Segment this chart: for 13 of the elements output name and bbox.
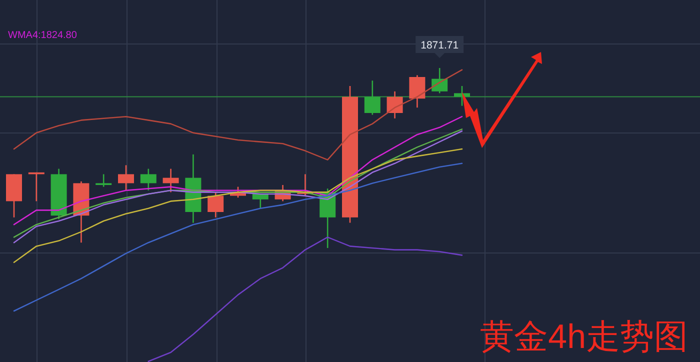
candlestick <box>409 74 426 108</box>
annotation: 1871.71 <box>420 40 459 52</box>
candlestick <box>118 164 134 192</box>
candlestick <box>252 193 268 210</box>
candlestick <box>364 80 380 116</box>
text: WMA4:1824.80 <box>8 30 78 41</box>
candlestick <box>140 168 156 192</box>
candlestick <box>162 168 179 193</box>
candlestick <box>208 192 224 218</box>
candlestick <box>96 174 112 188</box>
text: 黄金4h走势图 <box>480 318 688 356</box>
candlestick <box>454 85 470 106</box>
candlestick <box>386 90 403 120</box>
